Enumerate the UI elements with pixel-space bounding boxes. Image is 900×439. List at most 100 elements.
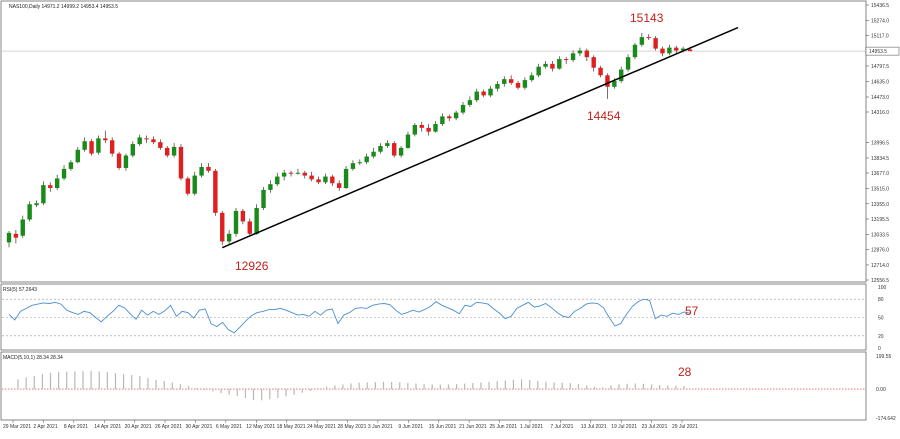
candle-body [109, 140, 115, 154]
price-tick-label: 12714.0 [871, 263, 889, 269]
rsi-tick-label: 0 [878, 346, 881, 352]
candle-body [130, 144, 136, 156]
date-tick-label: 14 Apr 2021 [94, 424, 121, 430]
date-tick-label: 21 Jun 2021 [459, 424, 487, 430]
candle-body [281, 172, 287, 177]
candle-body [515, 82, 521, 88]
candle-body [398, 147, 404, 156]
candle-body [288, 172, 294, 174]
main-pane [0, 0, 867, 283]
date-tick-label: 23 Jul 2021 [642, 424, 668, 430]
date-tick-label: 2 Apr 2021 [33, 424, 57, 430]
candle-body [378, 145, 383, 152]
candle-body [419, 124, 424, 128]
date-tick-label: 18 May 2021 [277, 424, 306, 430]
symbol-header: NAS100,Daily 14971.2 14999.2 14953.4 149… [9, 4, 118, 10]
candle-body [27, 204, 32, 220]
date-tick-label: 30 Apr 2021 [185, 424, 212, 430]
candle-body [275, 176, 280, 185]
candle-body [302, 172, 307, 176]
price-tick-label: 13195.5 [871, 217, 889, 223]
candle-body [674, 47, 679, 51]
candle-body [529, 75, 534, 81]
date-tick-label: 20 Apr 2021 [125, 424, 152, 430]
rsi-tick-label: 100 [878, 285, 887, 291]
candle-body [34, 203, 39, 206]
candle-body [89, 141, 94, 154]
price-tick-label: 13515.0 [871, 186, 889, 192]
price-tick-label: 15274.0 [871, 19, 889, 25]
date-tick-label: 13 Jul 2021 [581, 424, 607, 430]
candle-body [550, 63, 555, 69]
annotation-rsi-value: 57 [685, 304, 699, 318]
price-tick-label: 13033.5 [871, 232, 889, 238]
candle-body [392, 143, 397, 156]
candle-body [82, 141, 87, 150]
macd-tick-label: 0.00 [876, 387, 886, 393]
date-tick-label: 29 Mar 2021 [3, 424, 31, 430]
candle-body [137, 137, 142, 145]
candle-body [123, 155, 129, 168]
candle-body [577, 50, 583, 54]
candle-body [412, 124, 418, 135]
candle-body [178, 146, 184, 179]
price-tick-label: 13677.0 [871, 171, 889, 177]
candle-body [116, 153, 122, 168]
candle-body [61, 168, 67, 179]
candle-body [41, 185, 46, 204]
candle-body [543, 63, 548, 67]
candle-body [268, 184, 273, 190]
candle-body [660, 48, 665, 54]
candle-body [536, 66, 541, 76]
current-price-label: 14953.5 [869, 49, 887, 55]
candle-body [639, 37, 645, 45]
date-tick-label: 9 Jun 2021 [398, 424, 423, 430]
annotation-macd-value: 28 [678, 365, 692, 379]
candle-body [426, 127, 431, 132]
candle-body [474, 91, 479, 101]
candle-body [247, 221, 252, 234]
candle-body [591, 57, 596, 68]
price-tick-label: 14473.0 [871, 95, 889, 101]
candle-body [206, 166, 211, 171]
candle-body [488, 88, 493, 96]
candle-body [433, 124, 438, 132]
candle-body [295, 172, 301, 174]
candle-body [68, 162, 74, 169]
candle-body [632, 44, 638, 58]
candle-body [213, 170, 218, 213]
candle-body [192, 175, 197, 194]
candle-body [220, 212, 225, 242]
candle-body [481, 91, 486, 96]
candle-body [680, 48, 686, 51]
candle-body [598, 67, 603, 76]
candle-body [522, 80, 528, 88]
candle-body [405, 134, 411, 148]
price-tick-label: 13996.5 [871, 141, 889, 147]
candle-body [385, 143, 390, 146]
candle-body [625, 57, 631, 70]
candle-body [165, 147, 170, 156]
trend-line [221, 26, 739, 249]
candle-body [48, 185, 53, 188]
candle-body [158, 142, 163, 148]
candle-body [261, 189, 266, 209]
candle-body [96, 138, 101, 153]
candle-body [570, 53, 576, 61]
candle-body [447, 116, 452, 119]
date-tick-label: 1 Jul 2021 [520, 424, 543, 430]
candle-body [240, 210, 246, 222]
rsi-pane [0, 283, 867, 351]
candle-body [467, 100, 473, 105]
candle-body [364, 156, 369, 163]
date-tick-label: 25 Jun 2021 [490, 424, 518, 430]
candle-body [199, 166, 204, 176]
macd-tick-label: -174.642 [876, 416, 896, 422]
candle-body [233, 210, 239, 234]
date-tick-label: 7 Jul 2021 [550, 424, 573, 430]
candle-body [20, 219, 25, 236]
candle-body [460, 104, 466, 113]
candle-body [171, 146, 177, 156]
candle-body [144, 138, 149, 140]
